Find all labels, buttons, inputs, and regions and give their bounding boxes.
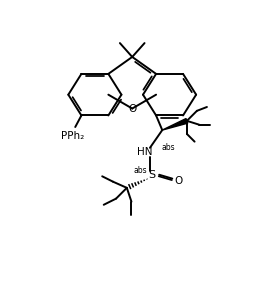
Text: O: O bbox=[128, 103, 136, 114]
Text: abs: abs bbox=[134, 166, 148, 175]
Text: HN: HN bbox=[137, 147, 152, 157]
Text: PPh₂: PPh₂ bbox=[61, 131, 85, 141]
Text: O: O bbox=[174, 176, 183, 186]
Text: abs: abs bbox=[162, 143, 175, 152]
Text: S: S bbox=[149, 170, 156, 180]
Polygon shape bbox=[162, 118, 188, 130]
